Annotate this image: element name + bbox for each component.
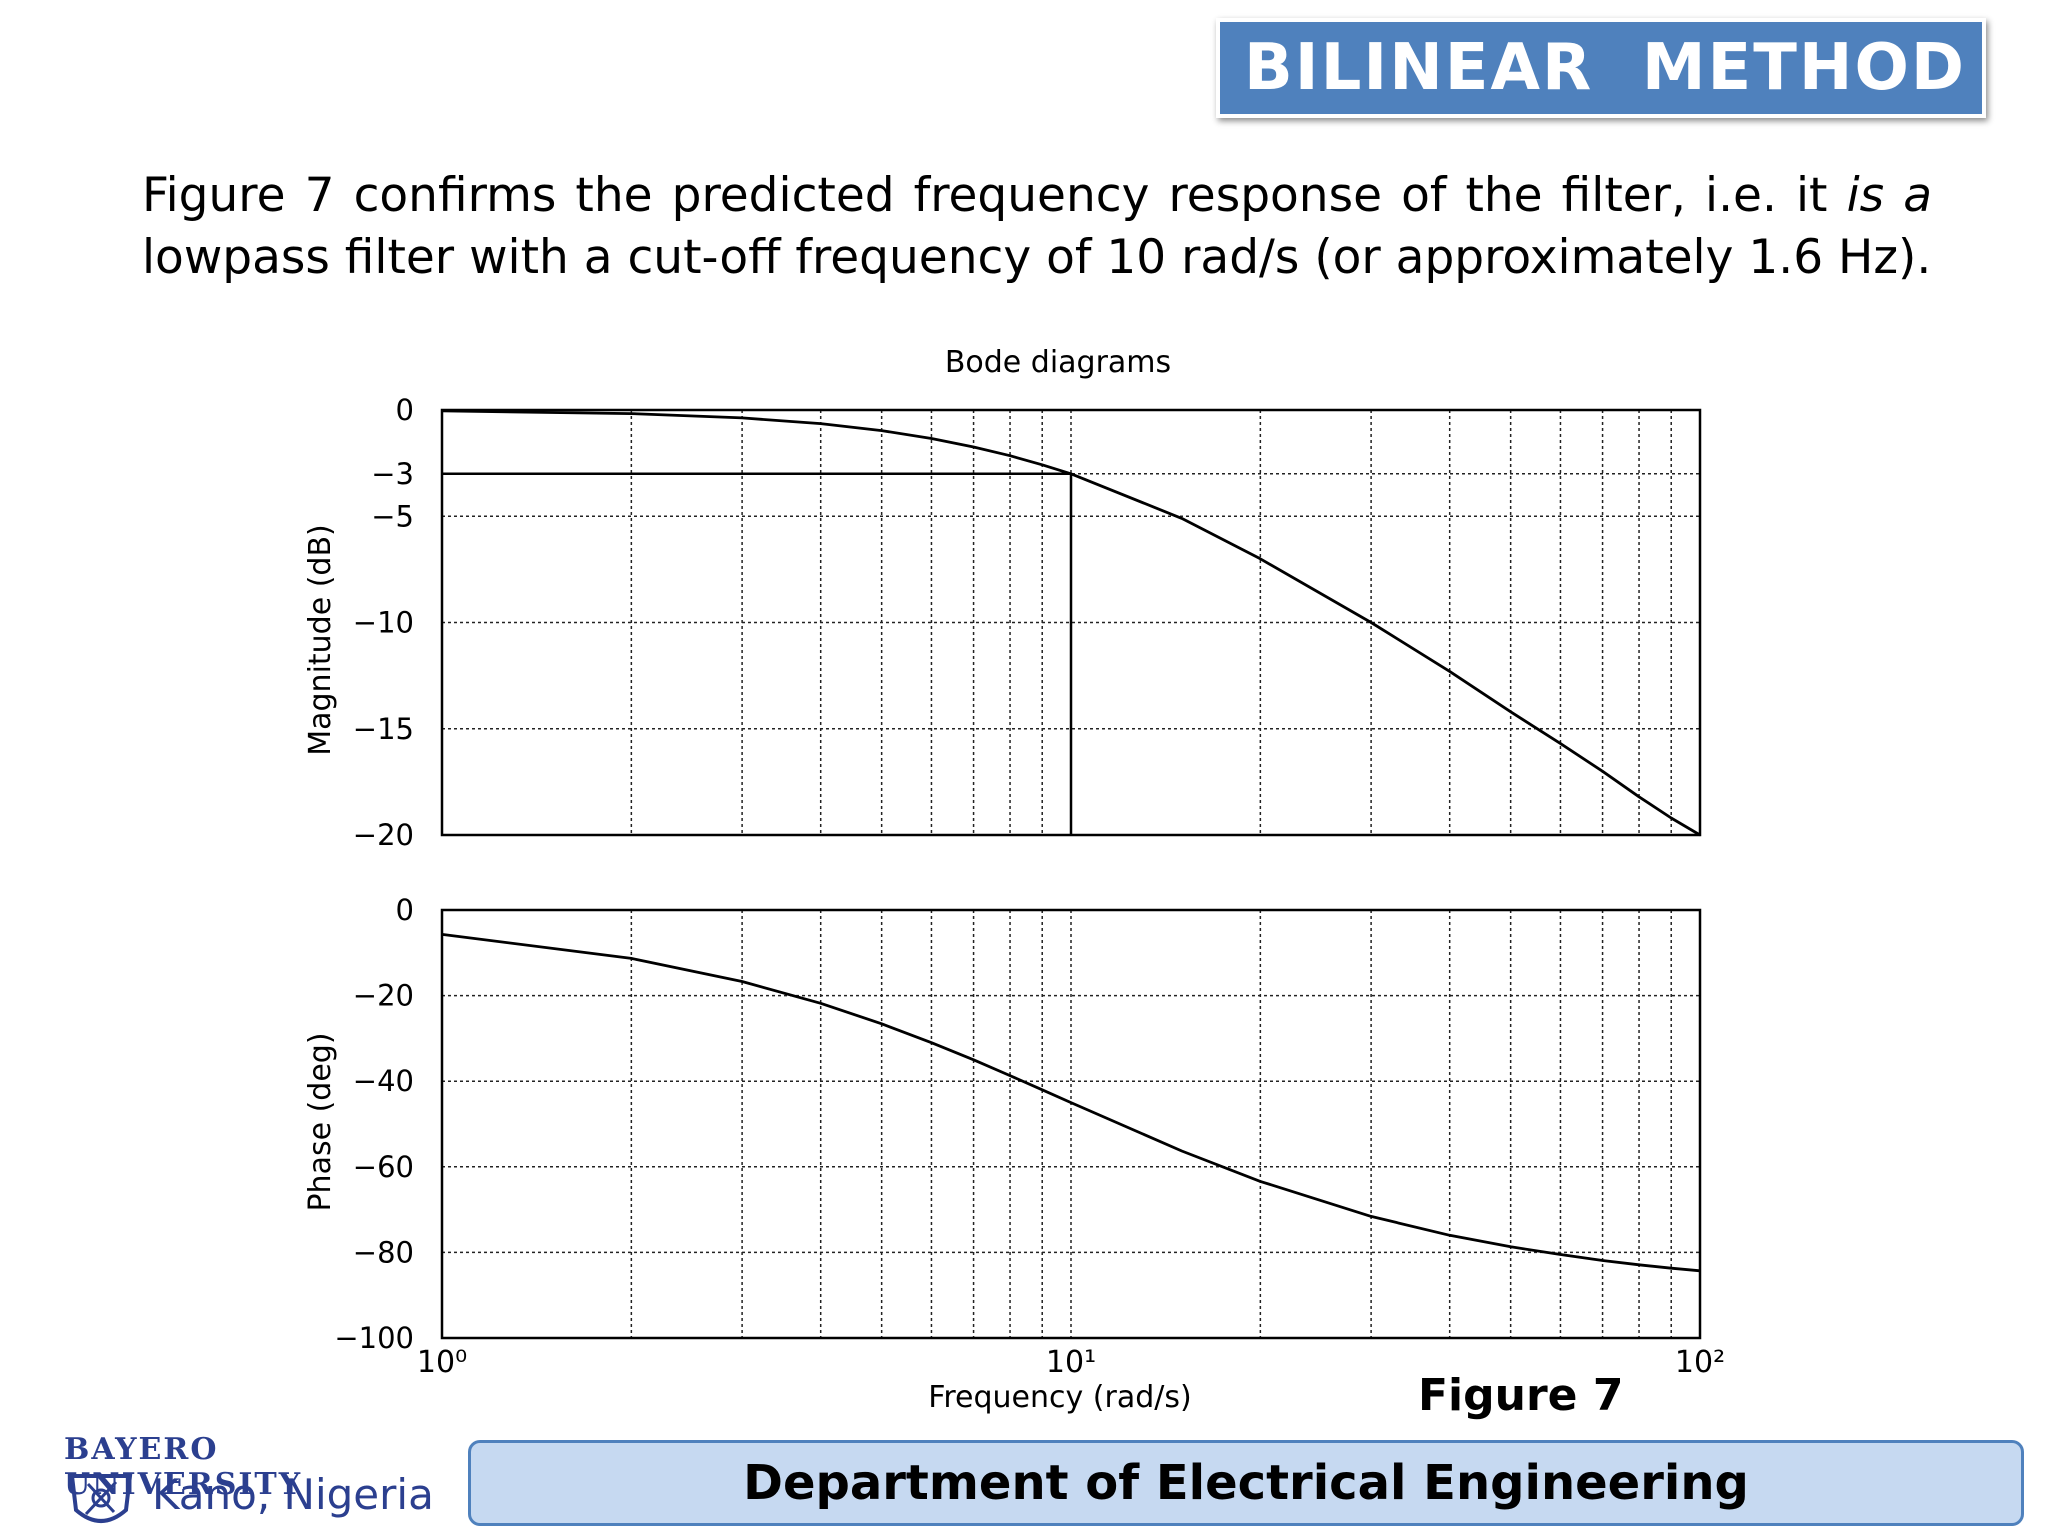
y-tick-label: 0 [396, 893, 414, 927]
slide-title: BILINEAR METHOD [1244, 31, 1966, 105]
y-tick-label: −15 [353, 712, 414, 746]
chart-title: Bode diagrams [945, 345, 1171, 380]
y-tick-label: −10 [353, 606, 414, 640]
logo-location: Kano, Nigeria [152, 1470, 434, 1519]
y-tick-label: −80 [353, 1235, 414, 1269]
y-tick-label: −5 [371, 499, 414, 533]
y-tick-label: −40 [353, 1064, 414, 1098]
y-tick-label: −60 [353, 1150, 414, 1184]
seal-icon [69, 1474, 133, 1523]
university-logo: BAYERO UNIVERSITY Kano, Nigeria [62, 1432, 462, 1532]
y-tick-label: −3 [371, 457, 414, 491]
footer-department: Department of Electrical Engineering [743, 1455, 1749, 1511]
y-axis-label-phase: Phase (deg) [303, 1032, 338, 1211]
y-axis-label-magnitude: Magnitude (dB) [303, 524, 338, 756]
y-tick-label: −100 [334, 1321, 414, 1355]
figure-caption: Figure 7 [1418, 1370, 1624, 1421]
magnitude-curve [441, 409, 1701, 837]
y-tick-label: 0 [396, 393, 414, 427]
x-axis-label: Frequency (rad/s) [928, 1380, 1191, 1415]
body-text-start: Figure 7 confirms the predicted frequenc… [142, 168, 1847, 223]
x-tick-label: 10² [1675, 1345, 1725, 1380]
footer-bar: Department of Electrical Engineering [468, 1440, 2024, 1526]
x-tick-label: 10¹ [1046, 1345, 1096, 1380]
plot-frame [440, 908, 1702, 1340]
y-tick-label: −20 [353, 979, 414, 1013]
body-text-end: lowpass filter with a cut-off frequency … [142, 230, 1932, 285]
body-paragraph: Figure 7 confirms the predicted frequenc… [142, 165, 1932, 289]
phase-curve [441, 933, 1701, 1273]
slide-title-box: BILINEAR METHOD [1216, 18, 1986, 118]
body-text-italic: is a [1846, 168, 1932, 223]
y-tick-label: −20 [353, 818, 414, 852]
x-tick-label: 10⁰ [417, 1345, 467, 1380]
